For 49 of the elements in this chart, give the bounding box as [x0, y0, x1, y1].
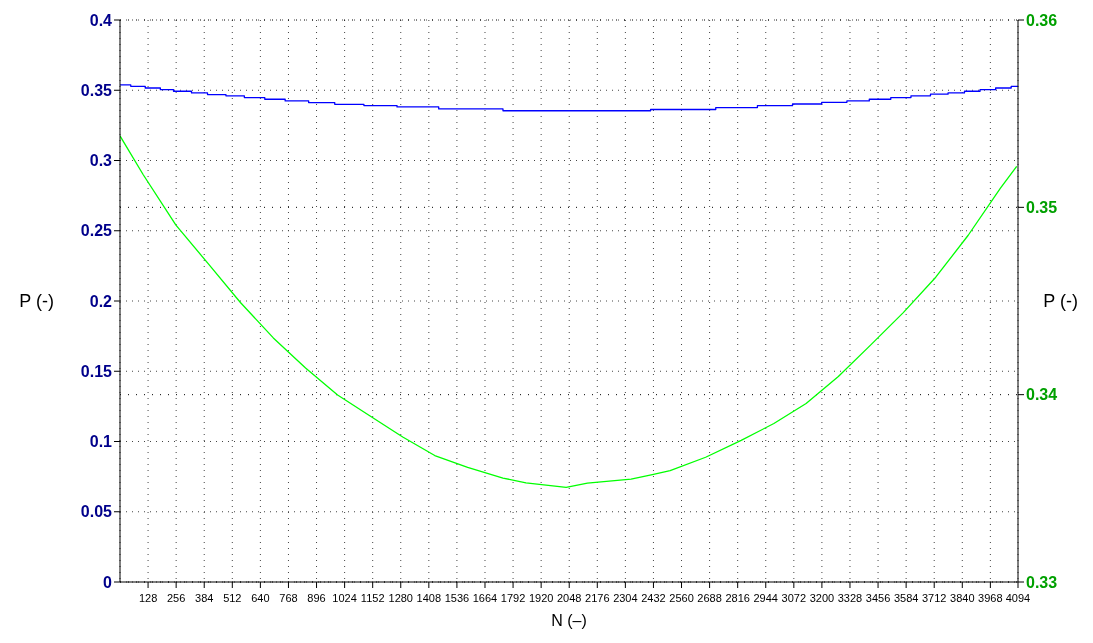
- y2-tick-label: 0.33: [1026, 573, 1058, 591]
- x-tick-label: 1408: [416, 592, 442, 604]
- x-tick-label: 3584: [893, 592, 919, 604]
- x-tick-label: 3456: [865, 592, 891, 604]
- x-tick-label: 1152: [360, 592, 385, 604]
- x-tick-label: 3968: [978, 592, 1003, 604]
- y-axis-title: P (-): [19, 291, 54, 312]
- x-tick-label: 1536: [444, 592, 470, 604]
- x-tick-label: 1792: [500, 592, 526, 604]
- y-tick-label: 0.2: [89, 292, 113, 310]
- x-tick-label: 3328: [837, 592, 863, 604]
- x-tick-label: 384: [195, 592, 214, 604]
- x-tick-label: 768: [279, 592, 298, 604]
- x-axis-title: N (–): [551, 612, 587, 629]
- x-tick-label: 2688: [697, 592, 722, 604]
- x-tick-label: 3712: [921, 592, 947, 604]
- x-tick-label: 2944: [753, 592, 778, 604]
- y2-tick-label: 0.35: [1026, 199, 1058, 217]
- x-tick-label: 2560: [669, 592, 694, 604]
- x-tick-label: 1024: [332, 592, 357, 604]
- y-tick-label: 0.4: [89, 11, 113, 29]
- x-tick-label: 2304: [613, 592, 638, 604]
- x-tick-label: 1920: [528, 592, 554, 604]
- y2-tick-label: 0.36: [1026, 11, 1058, 29]
- x-tick-label: 2432: [641, 592, 666, 604]
- y2-axis-title: P (-): [1043, 291, 1078, 312]
- y-tick-label: 0.1: [89, 433, 113, 451]
- x-tick-label: 2176: [585, 592, 610, 604]
- y-tick-label: 0.15: [80, 362, 113, 380]
- x-tick-label: 3840: [950, 592, 975, 604]
- y-tick-label: 0.35: [80, 81, 113, 99]
- y-tick-label: 0: [103, 573, 113, 591]
- x-tick-label: 1280: [388, 592, 413, 604]
- x-tick-label: 896: [307, 592, 326, 604]
- x-tick-label: 4094: [1005, 592, 1031, 604]
- x-tick-label: 128: [138, 592, 158, 604]
- x-tick-label: 3072: [781, 592, 807, 604]
- y2-tick-label: 0.34: [1026, 386, 1058, 404]
- y-tick-label: 0.05: [80, 503, 113, 521]
- y-tick-label: 0.3: [89, 152, 113, 170]
- x-tick-label: 512: [223, 592, 242, 604]
- x-tick-label: 3200: [809, 592, 835, 604]
- x-tick-label: 640: [251, 592, 270, 604]
- x-tick-label: 2048: [556, 592, 582, 604]
- y-tick-label: 0.25: [80, 222, 113, 240]
- x-tick-label: 2816: [725, 592, 750, 604]
- x-tick-label: 256: [166, 592, 186, 604]
- x-tick-label: 1664: [472, 592, 498, 604]
- line-series: [120, 135, 1018, 489]
